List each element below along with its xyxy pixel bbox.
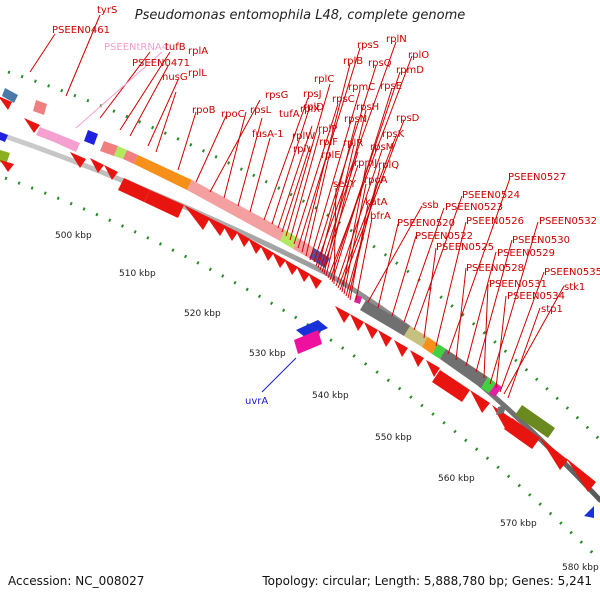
scale-labels: 500 kbp 510 kbp 520 kbp 530 kbp 540 kbp … <box>55 231 599 573</box>
gene-label: PSEEN0534 <box>507 291 565 302</box>
gene-label: rpmC <box>348 82 375 93</box>
trna-leader <box>75 51 163 129</box>
gene-label: rplL <box>188 68 207 79</box>
inner-dotted-ring <box>4 176 600 562</box>
gene-label: bfrA <box>370 211 391 222</box>
scale-label: 530 kbp <box>249 349 286 359</box>
genome-backbone <box>0 131 600 503</box>
gene-label: rpsE <box>380 81 402 92</box>
gene-label: PSEEN0528 <box>466 263 524 274</box>
gene-label: nusG <box>162 72 188 83</box>
gene-label: rpsM <box>370 142 394 153</box>
gene-label: rpmJ <box>354 158 377 169</box>
gene-label: ssb <box>422 200 439 211</box>
gene-label: rplQ <box>378 160 399 171</box>
gene-label: rplB <box>343 56 363 67</box>
gene-label: rpsD <box>396 113 420 124</box>
gene-label: PSEEN0531 <box>489 279 547 290</box>
gene-label: rpsQ <box>368 58 392 69</box>
genome-summary: Topology: circular; Length: 5,888,780 bp… <box>262 574 592 588</box>
gene-label: rpsK <box>382 129 405 140</box>
gene-labels: tyrS PSEEN0461 PSEENtRNA4 tufB rplA PSEE… <box>52 5 600 407</box>
gene-label: rpoA <box>364 175 388 186</box>
gene-label: rplW <box>292 131 315 142</box>
gene-label: PSEEN0522 <box>415 231 473 242</box>
scale-label: 510 kbp <box>119 269 156 279</box>
gene-label: rpsL <box>250 105 272 116</box>
gene-label: rpsN <box>344 114 367 125</box>
gene-label: secY <box>333 179 357 190</box>
gene-label: rpsH <box>356 102 379 113</box>
gene-label: PSEEN0532 <box>539 216 597 227</box>
forward-cds-arrows <box>0 96 596 492</box>
gene-label: rpsC <box>332 94 355 105</box>
gene-label: PSEEN0529 <box>497 248 555 259</box>
accession-label: Accession: NC_008027 <box>8 574 145 588</box>
gene-label: rplA <box>188 46 208 57</box>
gene-label: PSEEN0471 <box>132 58 190 69</box>
gene-label: rpsS <box>357 40 379 51</box>
gene-label: rplN <box>386 34 407 45</box>
gene-label: rpoB <box>192 105 216 116</box>
scale-label: 550 kbp <box>375 433 412 443</box>
gene-label: tyrS <box>97 5 117 16</box>
reverse-strand-features <box>294 320 594 518</box>
scale-label: 570 kbp <box>500 519 537 529</box>
gene-label: rplE <box>321 150 341 161</box>
outer-feature-band <box>0 88 555 438</box>
gene-label: rplD <box>303 102 324 113</box>
gene-label: PSEENtRNA4 <box>104 42 168 53</box>
gene-label: rplC <box>314 74 334 85</box>
gene-label: PSEEN0535 <box>544 267 600 278</box>
gene-label: tufB <box>165 42 186 53</box>
gene-label: uvrA <box>245 396 268 407</box>
gene-label: PSEEN0530 <box>512 235 570 246</box>
gene-label: stk1 <box>564 282 585 293</box>
scale-label: 500 kbp <box>55 231 92 241</box>
gene-label: rplO <box>408 50 429 61</box>
gene-label: rplV <box>293 144 313 155</box>
gene-label: PSEEN0461 <box>52 25 110 36</box>
gene-label: rpmD <box>396 65 424 76</box>
gene-label: rplR <box>343 138 363 149</box>
gene-label: rpsG <box>265 90 288 101</box>
gene-label: rpoC <box>221 109 245 120</box>
gene-label: rpsJ <box>303 89 322 100</box>
gene-label: PSEEN0520 <box>397 218 455 229</box>
scale-label: 560 kbp <box>438 474 475 484</box>
gene-label: fusA-1 <box>252 129 284 140</box>
scale-label: 520 kbp <box>184 309 221 319</box>
gene-label: tufA <box>279 109 300 120</box>
gene-label: PSEEN0525 <box>436 242 494 253</box>
gene-label: katA <box>365 197 388 208</box>
gene-label: rplP <box>318 124 337 135</box>
gene-label: PSEEN0527 <box>508 172 566 183</box>
gene-label: rplX <box>300 104 320 115</box>
gene-label: PSEEN0526 <box>466 216 524 227</box>
uvra-leader <box>261 357 297 393</box>
gene-label: rplF <box>319 137 338 148</box>
gene-label: PSEEN0524 <box>462 190 520 201</box>
genome-title: Pseudomonas entomophila L48, complete ge… <box>134 8 466 23</box>
gene-label-leaders <box>29 14 565 399</box>
scale-label: 580 kbp <box>562 563 599 573</box>
gene-label: PSEEN0523 <box>445 202 503 213</box>
scale-label: 540 kbp <box>312 391 349 401</box>
gene-label: stp1 <box>541 304 563 315</box>
